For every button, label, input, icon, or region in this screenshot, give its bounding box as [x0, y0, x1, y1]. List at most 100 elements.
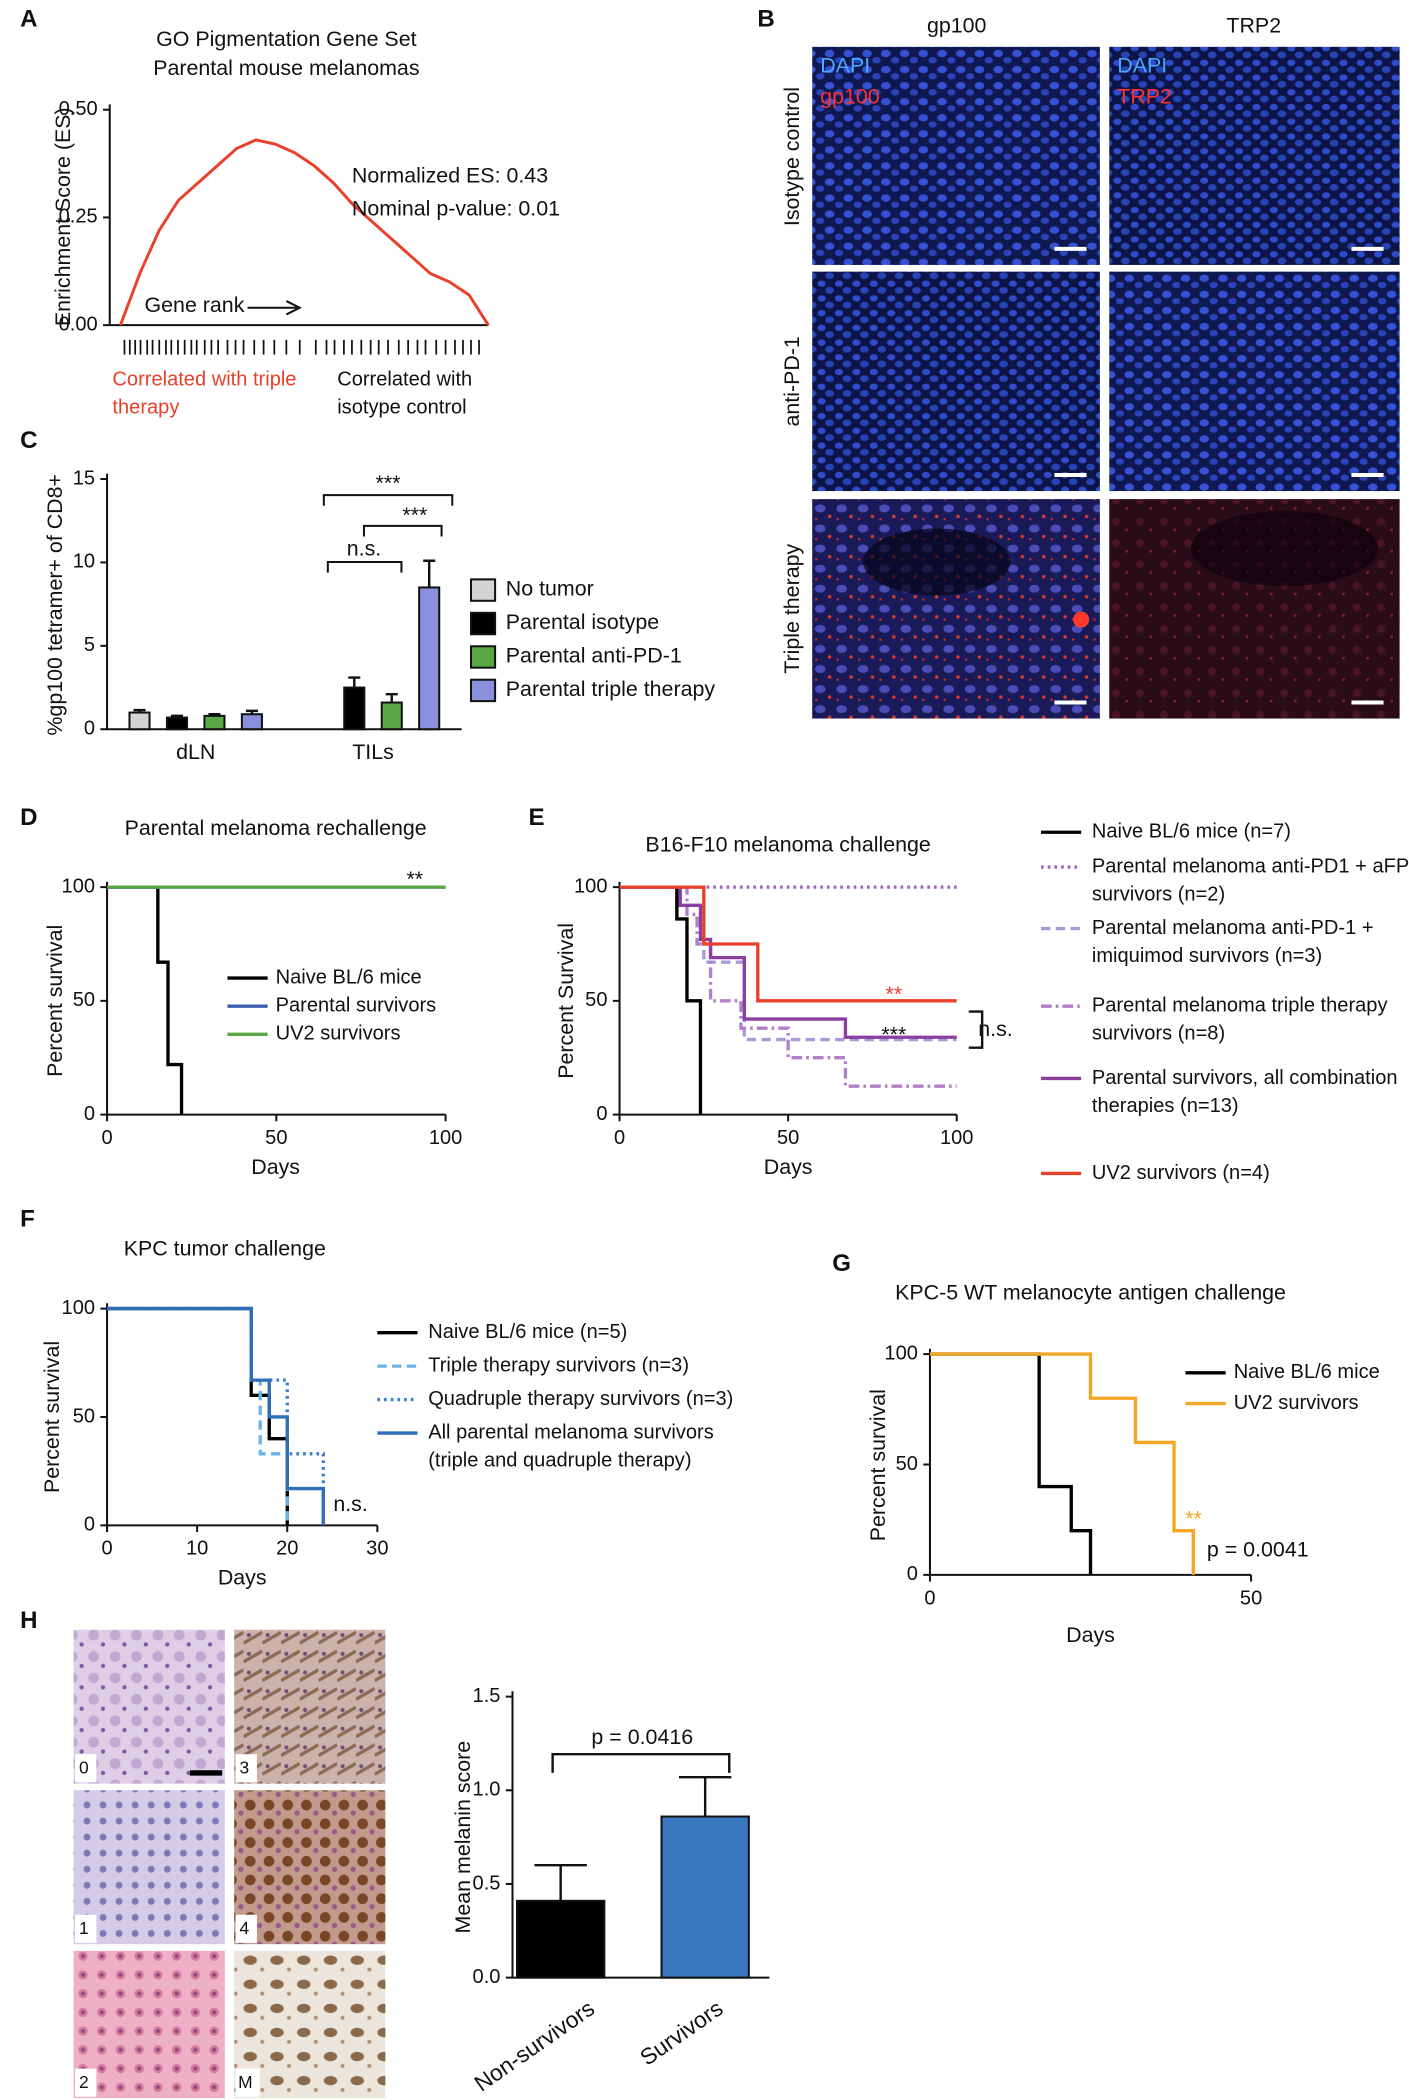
legend-label: Naive BL/6 mice	[1234, 1361, 1380, 1383]
x-tick-label: 50	[265, 1127, 287, 1149]
column-header: TRP2	[1226, 13, 1281, 37]
bar	[418, 586, 441, 731]
legend-label: UV2 survivors (n=4)	[1091, 1161, 1270, 1185]
y-tick-label: 0.5	[473, 1872, 501, 1894]
panel-label: B	[757, 5, 774, 32]
row-header: anti-PD-1	[780, 336, 804, 426]
error-bar	[423, 559, 436, 588]
tile-label-boxes	[74, 1754, 260, 2097]
annotation: Nominal p-value: 0.01	[352, 197, 560, 221]
x-tick-label: Survivors	[635, 1995, 728, 2071]
x-tick-label: 50	[777, 1127, 799, 1149]
annotation: Gene rank	[145, 293, 245, 317]
survival-line	[619, 885, 957, 1088]
annotation: ***	[402, 503, 427, 527]
panel-label: F	[20, 1206, 35, 1233]
legend-label: Naive BL/6 mice (n=7)	[1091, 820, 1292, 843]
legend-label-box: Parental melanoma anti-PD1 + aFP survivo…	[1092, 855, 1409, 906]
annotation: n.s.	[333, 1492, 367, 1516]
y-tick-label: 1.5	[473, 1685, 501, 1707]
tile-label: 0	[79, 1757, 89, 1777]
annotation: Normalized ES: 0.43	[352, 163, 548, 187]
legend-label: Quadruple therapy survivors (n=3)	[428, 1387, 734, 1411]
significance-bracket	[322, 494, 454, 506]
legend-label-box: Quadruple therapy survivors (n=3)	[428, 1387, 734, 1411]
micrograph	[1109, 46, 1400, 265]
annotation: **	[886, 982, 903, 1006]
stain-label: DAPI	[1117, 54, 1167, 78]
x-tick-label: 0	[614, 1127, 625, 1149]
legend-label: UV2 survivors	[276, 1023, 401, 1045]
row-header: Triple therapy	[780, 544, 804, 674]
bar	[240, 713, 263, 731]
y-axis-label: Percent survival	[866, 1389, 890, 1541]
y-tick-label: 5	[84, 634, 95, 656]
histology-tile	[234, 1629, 386, 1784]
legend-label-box: Naive BL/6 mice (n=5)	[428, 1320, 628, 1344]
micrograph-shading	[1190, 511, 1379, 587]
annotation-box: Correlated with triple therapy	[112, 368, 296, 419]
tile-label: 1	[79, 1918, 89, 1938]
survival-line	[107, 885, 184, 1115]
annotation: n.s.	[347, 537, 381, 561]
histology-tile	[73, 1629, 225, 1784]
y-axis-label: %gp100 tetramer+ of CD8+	[43, 474, 67, 736]
legend-label-box: UV2 survivors (n=4)	[1091, 1161, 1270, 1185]
tile-label: 4	[240, 1918, 250, 1938]
legend-label: Triple therapy survivors (n=3)	[428, 1354, 690, 1377]
legend-label-box: Triple therapy survivors (n=3)	[428, 1354, 690, 1377]
x-tick-label: dLN	[176, 740, 215, 764]
survival-line	[619, 885, 957, 1039]
x-axis-label: Days	[764, 1155, 813, 1179]
chart-title: KPC-5 WT melanocyte antigen challenge	[895, 1281, 1286, 1305]
y-tick-label: 0.00	[59, 313, 98, 335]
y-tick-label: 15	[73, 467, 95, 489]
survival-line	[107, 1306, 325, 1526]
bar	[165, 716, 189, 731]
micrograph	[812, 271, 1100, 492]
legend-label: All parental melanoma survivors (triple …	[428, 1420, 714, 1472]
annotation: ***	[376, 471, 401, 495]
legend-label-box: Naive BL/6 mice (n=7)	[1091, 820, 1292, 843]
panel-label: C	[20, 427, 37, 454]
x-tick-label: 30	[366, 1538, 388, 1560]
legend-swatch	[470, 645, 497, 669]
legend-label: UV2 survivors	[1234, 1392, 1359, 1414]
panel-label: A	[20, 5, 37, 32]
annotation: p = 0.0041	[1207, 1537, 1309, 1561]
y-tick-label: 0	[907, 1563, 918, 1585]
survival-line	[619, 885, 703, 1115]
survival-line	[619, 885, 957, 1003]
error-bar	[385, 692, 398, 703]
stain-label: TRP2	[1117, 84, 1172, 108]
x-tick-label: 100	[429, 1127, 462, 1149]
survival-line	[619, 885, 957, 1042]
error-bar	[534, 1864, 587, 1901]
legend-label: Parental survivors, all combination ther…	[1091, 1066, 1398, 1118]
x-tick-label: Non-survivors	[469, 1995, 599, 2097]
micrograph-shading	[1073, 611, 1090, 628]
y-tick-label: 100	[574, 875, 607, 897]
stain-label: DAPI	[820, 54, 870, 78]
error-bar	[678, 1775, 732, 1817]
legend-label: Parental survivors	[276, 995, 437, 1017]
legend-swatch	[470, 678, 497, 703]
x-tick-label: 20	[276, 1538, 298, 1560]
y-tick-label: 100	[62, 1297, 95, 1319]
x-axis-label: Days	[218, 1566, 267, 1590]
histology-tile	[234, 1790, 386, 1945]
legend-label: Parental triple therapy	[506, 677, 716, 701]
bar	[128, 711, 151, 731]
legend-label: Naive BL/6 mice (n=5)	[428, 1320, 628, 1344]
y-tick-label: 50	[896, 1453, 918, 1475]
x-tick-label: 50	[1240, 1587, 1262, 1609]
x-tick-label: 0	[101, 1538, 112, 1560]
chart-subtitle: Parental mouse melanomas	[153, 56, 419, 80]
survival-line	[107, 1306, 289, 1526]
bar	[343, 686, 366, 731]
significance-bracket	[326, 560, 403, 573]
panel-label: H	[20, 1607, 37, 1634]
annotation: p = 0.0416	[591, 1725, 693, 1749]
legend-swatch	[470, 578, 497, 602]
